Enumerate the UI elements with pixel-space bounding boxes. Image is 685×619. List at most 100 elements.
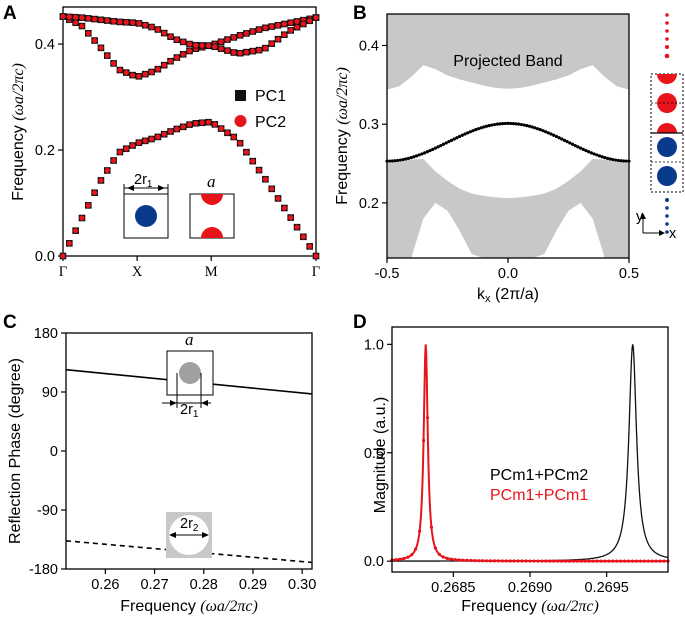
- d-point-pcm1-pcm1: [623, 559, 627, 563]
- svg-text:Magnitude (a.u.): Magnitude (a.u.): [372, 397, 389, 514]
- b-ytick-label: 0.4: [359, 38, 379, 54]
- a-point-pc2: [224, 130, 231, 136]
- a-point-pc2: [161, 62, 167, 68]
- a-point-pc2: [262, 176, 268, 182]
- b-edge-state-point: [552, 133, 556, 137]
- a-point-pc2: [218, 39, 224, 45]
- b-edge-state-point: [455, 136, 459, 140]
- d-point-pcm1-pcm1: [457, 558, 461, 562]
- b-edge-state-point: [554, 134, 559, 139]
- rod-pc1-blue: [135, 205, 157, 227]
- rod-gray: [179, 362, 201, 384]
- a-xtick-label: X: [132, 264, 143, 280]
- panel-c-ticks: -180 -90 0 90 180 0.26 0.27 0.28 0.29 0.30: [29, 326, 316, 593]
- c-xtick-label: 0.28: [190, 577, 218, 593]
- a-point-pc2: [205, 119, 212, 125]
- a-point-pc2: [288, 27, 294, 34]
- b-edge-state-point: [613, 158, 618, 162]
- panel-c-inset-rod: a 2r1: [162, 330, 214, 420]
- b-edge-state-point: [444, 141, 448, 145]
- b-edge-state-point: [511, 121, 515, 126]
- a-point-pc2: [136, 140, 142, 146]
- b-edge-state-point: [433, 146, 437, 150]
- b-xtick-label: 0.0: [498, 266, 518, 282]
- panel-a: A 0.0 0.2 0.4 Γ X M Γ Frequency (ωa/2πc) PC1 P…: [3, 3, 320, 280]
- d-point-pcm1-pcm1: [587, 559, 591, 563]
- b-edge-state-point: [589, 151, 593, 155]
- a-point-pc2: [269, 186, 275, 192]
- c-xtick-label: 0.29: [239, 577, 267, 593]
- a-point-pc2: [167, 34, 174, 40]
- panel-a-ylabel-text: Frequency: [10, 121, 27, 201]
- b-edge-state-point: [487, 124, 491, 128]
- d-point-pcm1-pcm1: [508, 559, 512, 563]
- a-ytick-label: 0.4: [35, 37, 55, 53]
- a-point-pc2: [281, 32, 287, 38]
- d-point-pcm1-pcm1: [662, 559, 666, 563]
- a-point-pc2: [288, 214, 294, 221]
- a-point-pc2: [237, 32, 243, 38]
- panel-b: B 0.2 0.3 0.4 -0.5 0.0 0.5 Projected Band Fre…: [334, 3, 684, 305]
- b-edge-state-point: [431, 147, 435, 151]
- d-point-pcm1-pcm1: [595, 559, 599, 563]
- b-edge-state-point: [568, 141, 572, 145]
- a-point-pc2: [129, 142, 136, 149]
- panel-a-data-points: [59, 13, 320, 260]
- d-point-pcm1-pcm1: [650, 559, 654, 563]
- b-edge-state-point: [417, 153, 421, 157]
- b-edge-state-point: [549, 132, 553, 136]
- a-point-pc2: [224, 36, 231, 43]
- b-edge-state-point: [420, 152, 424, 156]
- d-point-pcm1-pcm1: [575, 559, 579, 563]
- panel-a-ylabel-unit: (ωa/2πc): [10, 63, 27, 121]
- a-point-pc2: [307, 243, 313, 249]
- b-edge-state-point: [611, 157, 615, 162]
- a-point-pc2: [167, 128, 174, 135]
- label-2r1: 2r1: [134, 172, 153, 190]
- a-point-pc2: [73, 228, 79, 234]
- b-edge-state-point: [412, 155, 416, 159]
- b-edge-state-point: [503, 121, 507, 126]
- b-edge-state-point: [509, 121, 513, 126]
- a-point-pc2: [237, 50, 243, 56]
- b-edge-state-point: [463, 132, 467, 136]
- rod-pc2-bottom: [201, 227, 223, 238]
- d-point-pcm1-pcm1: [406, 555, 410, 559]
- a-point-pc2: [186, 48, 193, 54]
- b-xtick-label: -0.5: [375, 266, 400, 282]
- a-point-pc2: [117, 19, 123, 25]
- b-edge-state-point: [538, 128, 542, 132]
- a-point-pc2: [104, 53, 110, 59]
- a-point-pc2: [212, 44, 218, 50]
- legend-label-pc1: PC1: [255, 88, 286, 105]
- a-xtick-label: Γ: [59, 264, 67, 280]
- a-point-pc2: [275, 195, 281, 202]
- panel-c-y-axis-label: Reflection Phase (degree): [7, 358, 24, 544]
- a-point-pc2: [155, 26, 161, 33]
- d-point-pcm1-pcm1: [492, 559, 497, 563]
- b-ytick-label: 0.3: [359, 117, 379, 133]
- panel-d: D 0.0 0.5 1.0 0.2685 0.2690 0.2695 Magnitude …: [353, 312, 670, 615]
- a-point-pc2: [60, 253, 66, 259]
- panel-d-spectra: [390, 344, 670, 563]
- b-edge-state-point: [506, 121, 510, 126]
- b-edge-state-point: [581, 147, 585, 151]
- d-point-pcm1-pcm1: [477, 559, 481, 563]
- b-edge-state-point: [541, 129, 545, 133]
- d-point-pcm1-pcm1: [615, 559, 619, 563]
- a-point-pc2: [256, 167, 262, 173]
- a-point-pc2: [199, 42, 205, 49]
- a-point-pc2: [231, 49, 237, 56]
- label-c-lattice-a: a: [185, 330, 194, 349]
- d-point-pcm1-pcm1: [536, 559, 540, 563]
- d-point-pcm1-pcm1: [571, 559, 575, 563]
- b-edge-state-point: [533, 126, 537, 130]
- c-ytick-label: -180: [29, 562, 58, 578]
- b-edge-state-point: [436, 145, 440, 149]
- b-edge-state-point: [514, 122, 518, 126]
- d-point-pcm1-pcm1: [559, 559, 564, 563]
- a-point-pc2: [186, 41, 193, 47]
- a-point-pc2: [243, 49, 250, 55]
- a-point-pc2: [148, 24, 155, 30]
- b-edge-state-point: [519, 122, 524, 127]
